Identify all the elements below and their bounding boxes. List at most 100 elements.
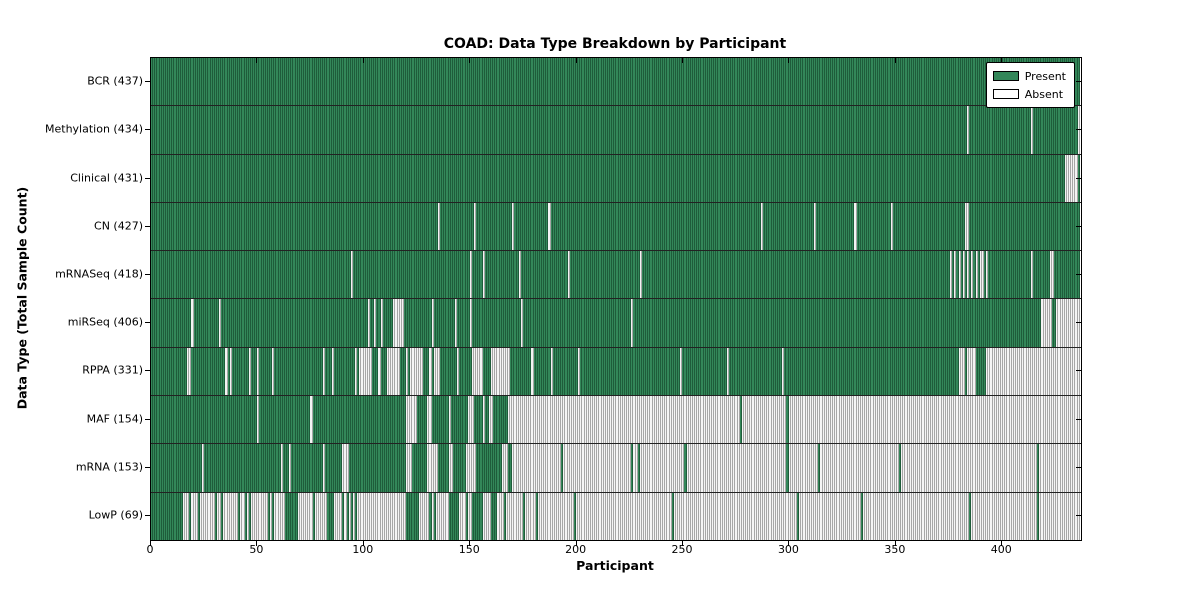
heatmap-cell [514, 492, 517, 540]
heatmap-cell [454, 347, 457, 396]
heatmap-cell [835, 58, 838, 106]
heatmap-cell [1052, 154, 1055, 202]
heatmap-cell [705, 251, 708, 299]
heatmap-cell [391, 202, 394, 251]
heatmap-cell [682, 251, 685, 299]
heatmap-cell [971, 299, 974, 347]
heatmap-cell [170, 154, 173, 202]
heatmap-cell [412, 299, 415, 347]
heatmap-cell [289, 58, 292, 106]
heatmap-cell [831, 154, 834, 202]
heatmap-cell [229, 58, 232, 106]
heatmap-cell [221, 396, 224, 444]
heatmap-cell [210, 492, 213, 540]
heatmap-cell [714, 444, 717, 492]
heatmap-cell [399, 492, 402, 540]
heatmap-cell [433, 299, 436, 347]
heatmap-cell [431, 444, 434, 492]
heatmap-cell [240, 492, 243, 540]
heatmap-cell [525, 202, 528, 251]
heatmap-cell [911, 444, 914, 492]
heatmap-cell [678, 396, 681, 444]
heatmap-cell [958, 444, 961, 492]
heatmap-cell [920, 202, 923, 251]
heatmap-cell [1062, 444, 1065, 492]
heatmap-cell [746, 58, 749, 106]
heatmap-cell [899, 444, 902, 492]
heatmap-cell [1026, 299, 1029, 347]
heatmap-cell [221, 106, 224, 154]
heatmap-cell [737, 106, 740, 154]
heatmap-cell [297, 251, 300, 299]
heatmap-cell [673, 299, 676, 347]
tick-mark [1076, 370, 1081, 372]
heatmap-cell [378, 444, 381, 492]
heatmap-cell [620, 492, 623, 540]
heatmap-cell [641, 492, 644, 540]
heatmap-cell [771, 154, 774, 202]
heatmap-cell [718, 58, 721, 106]
heatmap-cell [590, 154, 593, 202]
heatmap-cell [884, 106, 887, 154]
heatmap-cell [340, 492, 343, 540]
heatmap-cell [684, 444, 687, 492]
heatmap-cell [824, 58, 827, 106]
heatmap-cell [737, 154, 740, 202]
heatmap-cell [244, 444, 247, 492]
heatmap-cell [539, 106, 542, 154]
heatmap-cell [886, 299, 889, 347]
heatmap-cell [741, 396, 744, 444]
heatmap-cell [811, 396, 814, 444]
heatmap-cell [155, 106, 158, 154]
heatmap-cell [848, 106, 851, 154]
heatmap-cell [733, 299, 736, 347]
heatmap-cell [797, 251, 800, 299]
heatmap-cell [599, 202, 602, 251]
heatmap-cell [425, 396, 428, 444]
heatmap-cell [333, 106, 336, 154]
heatmap-cell [667, 492, 670, 540]
heatmap-cell [529, 58, 532, 106]
heatmap-cell [667, 202, 670, 251]
heatmap-cell [282, 492, 285, 540]
heatmap-cell [782, 58, 785, 106]
heatmap-cell [350, 299, 353, 347]
heatmap-cell [180, 106, 183, 154]
heatmap-cell [389, 299, 392, 347]
heatmap-cell [429, 299, 432, 347]
heatmap-cell [1005, 106, 1008, 154]
heatmap-cell [552, 492, 555, 540]
heatmap-cell [261, 58, 264, 106]
heatmap-cell [627, 58, 630, 106]
heatmap-cell [153, 444, 156, 492]
heatmap-cell [612, 444, 615, 492]
heatmap-cell [282, 396, 285, 444]
heatmap-cell [204, 347, 207, 396]
heatmap-cell [529, 492, 532, 540]
heatmap-cell [437, 299, 440, 347]
heatmap-cell [775, 106, 778, 154]
heatmap-cell [357, 299, 360, 347]
heatmap-cell [716, 444, 719, 492]
heatmap-cell [907, 299, 910, 347]
heatmap-cell [926, 251, 929, 299]
heatmap-cell [1028, 251, 1031, 299]
heatmap-cell [758, 492, 761, 540]
heatmap-cell [852, 251, 855, 299]
heatmap-cell [444, 347, 447, 396]
heatmap-cell [654, 299, 657, 347]
heatmap-cell [1039, 251, 1042, 299]
heatmap-cell [338, 154, 341, 202]
heatmap-cell [561, 347, 564, 396]
heatmap-cell [739, 154, 742, 202]
heatmap-cell [272, 492, 275, 540]
heatmap-cell [293, 251, 296, 299]
heatmap-cell [531, 299, 534, 347]
heatmap-cell [597, 202, 600, 251]
x-tick-label: 200 [565, 543, 587, 556]
heatmap-cell [1028, 396, 1031, 444]
heatmap-cell [599, 444, 602, 492]
heatmap-cell [892, 106, 895, 154]
heatmap-cell [894, 106, 897, 154]
heatmap-cell [346, 251, 349, 299]
